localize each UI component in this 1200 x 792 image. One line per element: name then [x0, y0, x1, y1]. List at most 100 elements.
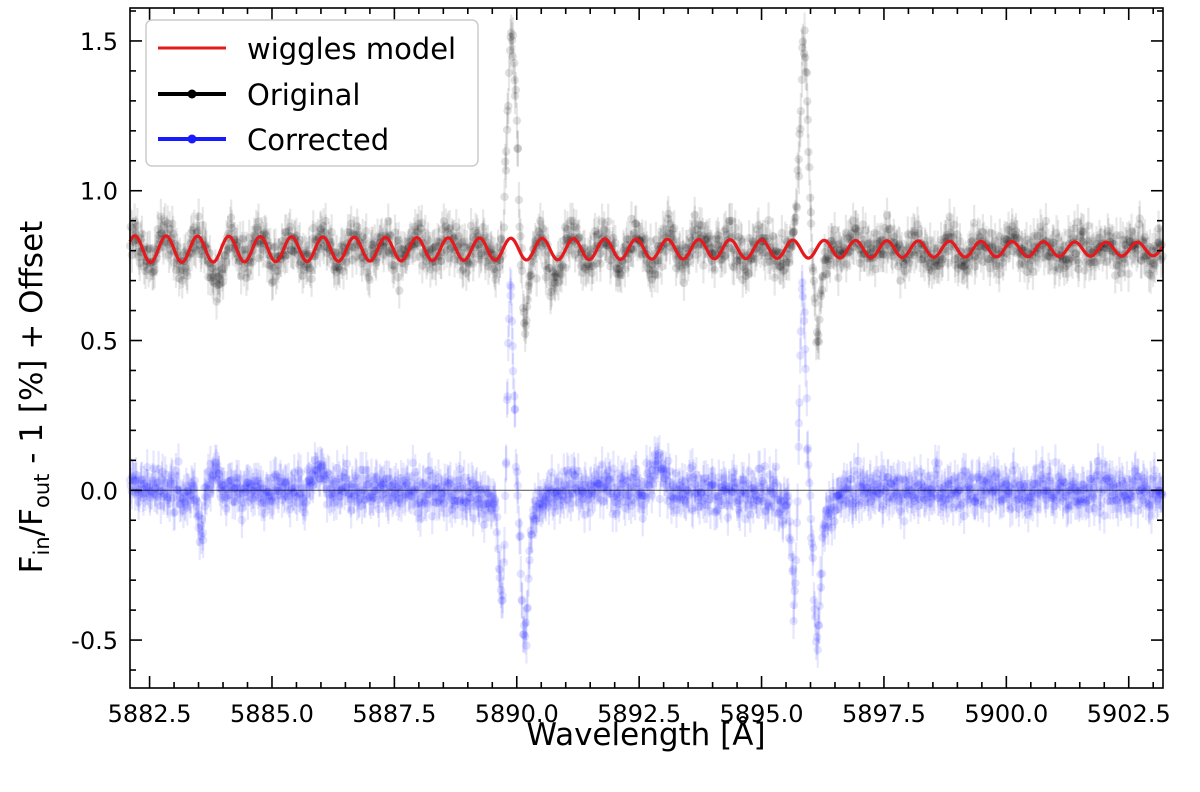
original-point [510, 59, 518, 67]
original-point [228, 224, 236, 232]
original-point [391, 228, 399, 236]
original-point [803, 97, 811, 105]
original-point [521, 330, 529, 338]
original-point [255, 254, 263, 262]
original-point [815, 315, 823, 323]
original-point [353, 222, 361, 230]
original-point [653, 271, 661, 279]
original-point [794, 155, 802, 163]
original-point [515, 223, 523, 231]
original-point [511, 76, 519, 84]
original-point [914, 229, 922, 237]
corrected-point [296, 468, 304, 476]
original-point [680, 279, 688, 287]
original-point [502, 147, 510, 155]
original-point [495, 263, 503, 271]
corrected-point [193, 497, 201, 505]
original-point [945, 212, 953, 220]
original-point [286, 222, 294, 230]
original-point [505, 69, 513, 77]
original-point [1029, 268, 1037, 276]
original-point [1154, 224, 1162, 232]
original-point [657, 263, 665, 271]
original-point [731, 224, 739, 232]
original-point [504, 102, 512, 110]
original-point [500, 223, 508, 231]
original-point [604, 217, 612, 225]
original-point [309, 224, 317, 232]
original-point [883, 211, 891, 219]
corrected-point [199, 536, 207, 544]
original-point [321, 217, 329, 225]
corrected-point [409, 459, 417, 467]
original-point [390, 262, 398, 270]
original-point [1136, 214, 1144, 222]
original-point [834, 274, 842, 282]
corrected-point [384, 502, 392, 510]
original-point [539, 224, 547, 232]
original-point [554, 278, 562, 286]
original-point [365, 276, 373, 284]
original-point [791, 214, 799, 222]
original-point [804, 116, 812, 124]
original-point [138, 229, 146, 237]
original-point [515, 196, 523, 204]
original-point [532, 274, 540, 282]
original-point [227, 213, 235, 221]
corrected-point [157, 502, 165, 510]
original-point [970, 219, 978, 227]
original-point [501, 158, 509, 166]
original-point [797, 107, 805, 115]
original-point [664, 210, 672, 218]
original-point [811, 299, 819, 307]
original-point [254, 217, 262, 225]
original-point [795, 172, 803, 180]
corrected-point [286, 505, 294, 513]
original-point [854, 227, 862, 235]
original-point [514, 145, 522, 153]
original-point [807, 208, 815, 216]
corrected-point [171, 508, 179, 516]
original-point [785, 259, 793, 267]
original-point [870, 229, 878, 237]
original-point [394, 236, 402, 244]
original-point [418, 219, 426, 227]
corrected-point [416, 515, 424, 523]
original-point [810, 277, 818, 285]
original-point [744, 269, 752, 277]
original-point [1084, 221, 1092, 229]
original-point [632, 219, 640, 227]
original-point [692, 251, 700, 259]
original-point [754, 221, 762, 229]
corrected-point [191, 476, 199, 484]
original-point [987, 229, 995, 237]
original-point [964, 267, 972, 275]
original-point [803, 69, 811, 77]
original-point [523, 296, 531, 304]
original-point [421, 229, 429, 237]
original-point [536, 217, 544, 225]
original-point [572, 223, 580, 231]
original-point [690, 211, 698, 219]
original-point [133, 222, 141, 230]
original-point [361, 235, 369, 243]
original-point [979, 228, 987, 236]
original-point [1091, 258, 1099, 266]
original-point [395, 286, 403, 294]
original-point [212, 297, 220, 305]
original-point [502, 166, 510, 174]
original-point [492, 275, 500, 283]
corrected-point [222, 504, 230, 512]
corrected-point [172, 467, 180, 475]
corrected-point [284, 477, 292, 485]
original-point [861, 226, 869, 234]
original-point [728, 217, 736, 225]
corrected-point [260, 509, 268, 517]
corrected-point [375, 505, 383, 513]
original-point [542, 273, 550, 281]
original-point [271, 242, 279, 250]
original-point [1054, 234, 1062, 242]
original-point [1124, 270, 1132, 278]
original-point [805, 163, 813, 171]
original-point [856, 259, 864, 267]
